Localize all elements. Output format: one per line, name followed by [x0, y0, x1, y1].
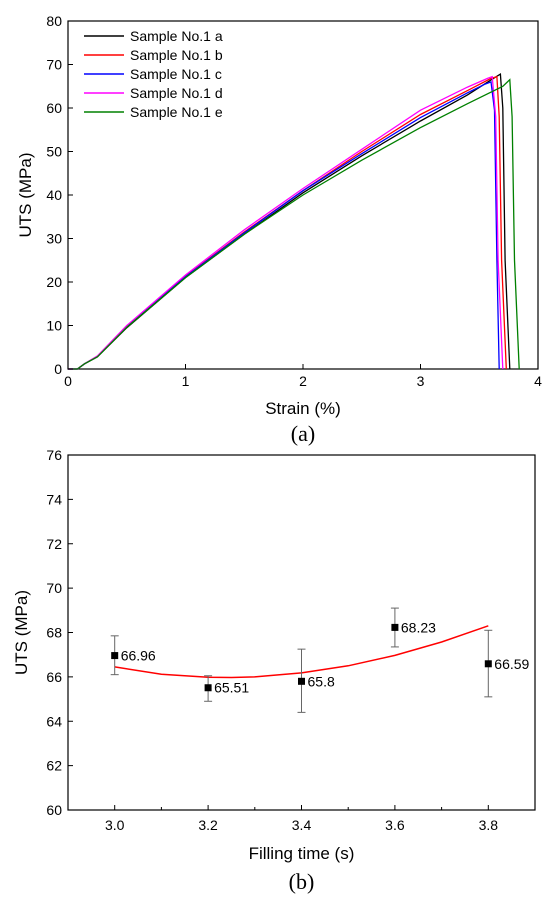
caption-a: (a) — [291, 421, 315, 446]
legend-label-1: Sample No.1 b — [130, 47, 223, 63]
y-tick-label-a: 60 — [46, 100, 62, 116]
x-axis-label-b: Filling time (s) — [249, 844, 355, 863]
plot-frame-b — [67, 454, 536, 811]
y-tick-label-b: 74 — [46, 491, 62, 507]
y-tick-label-a: 20 — [46, 274, 62, 290]
legend-label-4: Sample No.1 e — [130, 104, 223, 120]
y-tick-label-a: 70 — [46, 57, 62, 73]
series-line-4 — [68, 78, 520, 370]
data-label: 65.8 — [308, 673, 335, 689]
y-axis-label-b: UTS (MPa) — [12, 590, 31, 675]
x-tick-label-b: 3.2 — [198, 817, 218, 833]
y-tick-label-a: 80 — [46, 13, 62, 29]
y-tick-label-b: 64 — [46, 713, 62, 729]
x-tick-label-a: 1 — [182, 373, 190, 389]
y-tick-label-a: 40 — [46, 187, 62, 203]
axis-ticks-b: 3.0 3.2 3.4 3.6 3.8 60 62 64 66 68 70 72 74 76 — [46, 447, 498, 833]
data-label: 65.51 — [214, 680, 249, 696]
series-line-2 — [68, 81, 500, 370]
uts-vs-filling-time-chart: 66.96 65.51 65.8 68.23 66.59 3.0 3.2 3.4 3.6 3.8… — [12, 447, 536, 894]
y-tick-label-b: 76 — [46, 447, 62, 463]
data-label: 66.59 — [494, 656, 529, 672]
legend-label-2: Sample No.1 c — [130, 66, 222, 82]
data-label: 66.96 — [121, 648, 156, 664]
data-point — [391, 623, 399, 631]
y-tick-label-a: 30 — [46, 231, 62, 247]
data-point — [111, 652, 119, 660]
data-label: 68.23 — [401, 619, 436, 635]
y-tick-label-b: 68 — [46, 625, 62, 641]
y-tick-label-b: 66 — [46, 669, 62, 685]
y-tick-label-b: 72 — [46, 536, 62, 552]
series-lines-a — [68, 72, 520, 370]
x-tick-label-a: 0 — [64, 373, 72, 389]
x-tick-label-a: 4 — [534, 373, 542, 389]
y-tick-label-a: 50 — [46, 144, 62, 160]
caption-b: (b) — [289, 869, 315, 894]
series-line-1 — [68, 75, 507, 370]
x-tick-label-a: 3 — [417, 373, 425, 389]
fit-curve-b — [114, 625, 489, 679]
y-axis-label-a: UTS (MPa) — [16, 153, 35, 238]
data-points-b: 66.96 65.51 65.8 68.23 66.59 — [110, 607, 530, 713]
x-tick-label-b: 3.8 — [479, 817, 499, 833]
x-tick-label-b: 3.4 — [292, 817, 312, 833]
x-axis-label-a: Strain (%) — [265, 399, 341, 418]
y-tick-label-a: 10 — [46, 318, 62, 334]
y-tick-label-b: 62 — [46, 758, 62, 774]
y-tick-label-b: 60 — [46, 802, 62, 818]
data-point — [484, 660, 492, 668]
fit-curve — [114, 625, 489, 679]
y-tick-label-a: 0 — [54, 361, 62, 377]
data-point — [204, 684, 212, 692]
x-tick-label-b: 3.0 — [105, 817, 125, 833]
x-tick-label-b: 3.6 — [385, 817, 405, 833]
y-tick-label-b: 70 — [46, 580, 62, 596]
legend-label-0: Sample No.1 a — [130, 28, 223, 44]
legend-a: Sample No.1 a Sample No.1 b Sample No.1 c S… — [84, 28, 223, 120]
legend-label-3: Sample No.1 d — [130, 85, 223, 101]
data-point — [298, 677, 305, 685]
series-line-3 — [68, 75, 504, 370]
x-tick-label-a: 2 — [299, 373, 307, 389]
